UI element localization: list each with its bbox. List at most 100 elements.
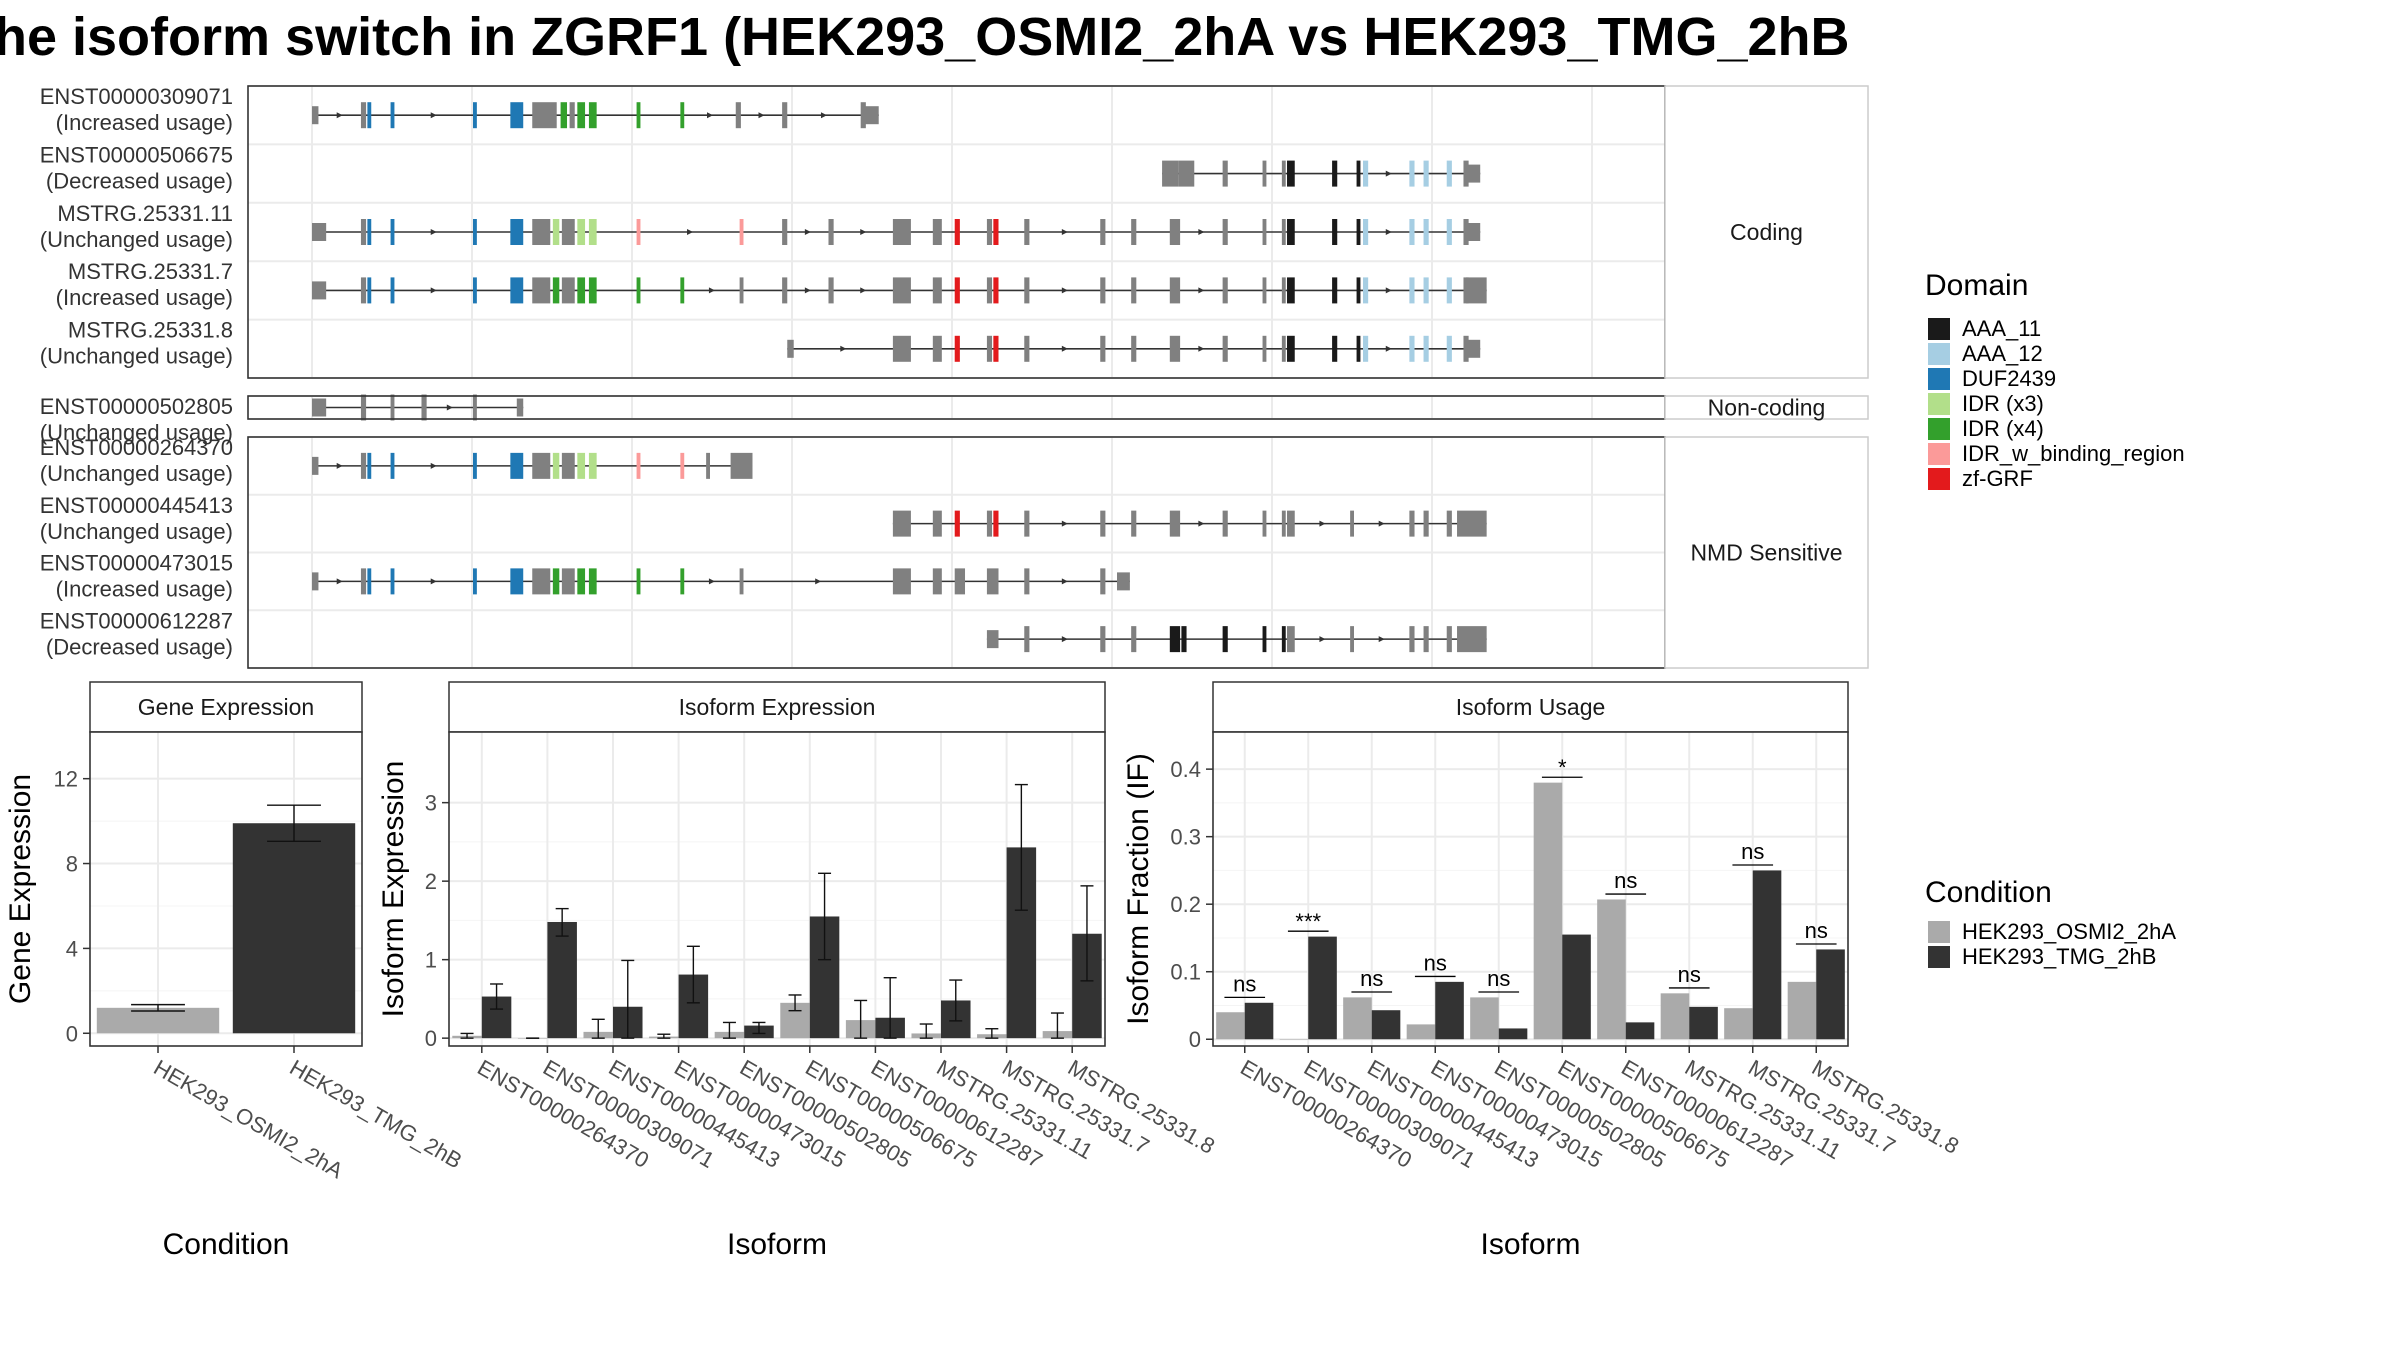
panel-border	[448, 731, 1106, 1047]
exon	[1363, 160, 1369, 187]
y-axis-title: Isoform Expression	[377, 761, 410, 1018]
exon	[1446, 335, 1452, 362]
exon	[1131, 219, 1137, 245]
exon	[588, 102, 597, 129]
exon	[1100, 335, 1106, 362]
bar	[1498, 1028, 1528, 1040]
transcript-usage-label: (Increased usage)	[56, 285, 233, 310]
x-axis-title: Isoform	[727, 1228, 827, 1261]
exon	[1222, 219, 1228, 245]
transcript-usage-label: (Increased usage)	[56, 577, 233, 602]
exon	[892, 335, 911, 362]
exon	[390, 219, 395, 245]
exon	[1423, 219, 1429, 245]
direction-arrow	[1061, 229, 1068, 235]
facet-strip-label: NMD Sensitive	[1690, 540, 1842, 566]
exon	[510, 452, 524, 479]
exon	[1222, 626, 1228, 653]
exon	[1409, 219, 1415, 245]
direction-arrow	[758, 112, 765, 119]
exon	[782, 219, 788, 245]
legend-domain-swatch	[1928, 393, 1950, 415]
exon	[1169, 510, 1181, 537]
exon	[1169, 219, 1181, 245]
exon	[1446, 626, 1452, 653]
direction-arrow	[446, 404, 453, 411]
direction-arrow	[336, 462, 343, 469]
legend-domain-swatch	[1928, 443, 1950, 465]
exon	[1100, 219, 1106, 245]
bar	[547, 921, 577, 1039]
exon	[680, 102, 685, 129]
exon	[577, 102, 586, 129]
exon	[993, 219, 999, 245]
exon	[1287, 626, 1295, 653]
significance-label: ns	[1678, 962, 1701, 987]
exon	[1287, 219, 1295, 245]
direction-arrow	[687, 229, 694, 235]
panel-border	[89, 731, 363, 1047]
exon	[1024, 626, 1030, 653]
exon	[1169, 277, 1181, 304]
legend-domain-label: DUF2439	[1962, 366, 2056, 391]
exon	[560, 102, 568, 129]
transcript-usage-label: (Unchanged usage)	[40, 461, 233, 486]
transcript-label: MSTRG.25331.8	[68, 318, 233, 343]
exon	[1222, 510, 1228, 537]
exon	[561, 277, 575, 304]
direction-arrow	[706, 112, 713, 119]
exon	[532, 277, 551, 304]
bar	[1816, 949, 1845, 1040]
exon	[986, 568, 999, 595]
transcript-label: ENST00000612287	[40, 608, 233, 633]
exon	[1466, 277, 1487, 304]
exon	[510, 219, 524, 245]
exon	[516, 398, 524, 417]
direction-arrow	[804, 229, 811, 235]
exon	[312, 281, 327, 300]
exon	[739, 277, 744, 304]
exon	[360, 568, 367, 595]
exon	[312, 223, 327, 241]
exon	[588, 219, 597, 245]
exon	[1287, 510, 1295, 537]
direction-arrow	[860, 287, 867, 294]
exon	[1287, 277, 1295, 304]
exon	[739, 568, 744, 595]
exon	[986, 510, 993, 537]
facet-strip	[1664, 395, 1869, 420]
y-axis-title: Gene Expression	[4, 774, 37, 1004]
transcript-structure-panel: ENST00000309071(Increased usage)ENST0000…	[40, 84, 1869, 669]
bar	[1533, 782, 1563, 1040]
legend-domain-title: Domain	[1925, 269, 2028, 302]
exon	[680, 452, 685, 479]
exon	[1100, 626, 1106, 653]
facet-1: ENST00000502805(Unchanged usage) Non-codi…	[40, 394, 1869, 445]
exon	[1131, 626, 1137, 653]
bar	[1406, 1024, 1436, 1040]
bar	[1625, 1022, 1655, 1040]
exon	[1181, 626, 1187, 653]
exon	[932, 277, 942, 304]
exon	[636, 568, 641, 595]
facet-0: ENST00000309071(Increased usage)ENST0000…	[40, 84, 1869, 379]
exon	[1332, 219, 1338, 245]
direction-arrow	[804, 287, 811, 294]
exon	[1356, 277, 1361, 304]
exon	[367, 452, 372, 479]
exon	[473, 394, 477, 421]
exon	[473, 219, 477, 245]
exon	[552, 219, 560, 245]
exon	[510, 102, 524, 129]
exon	[993, 510, 999, 537]
exon	[510, 568, 524, 595]
exon	[390, 452, 395, 479]
exon	[577, 452, 586, 479]
legend-domain-label: AAA_11	[1962, 316, 2041, 341]
exon	[892, 219, 911, 245]
direction-arrow	[430, 229, 437, 235]
exon	[954, 277, 960, 304]
exon	[1332, 277, 1338, 304]
exon	[636, 277, 641, 304]
exon	[1162, 160, 1179, 187]
